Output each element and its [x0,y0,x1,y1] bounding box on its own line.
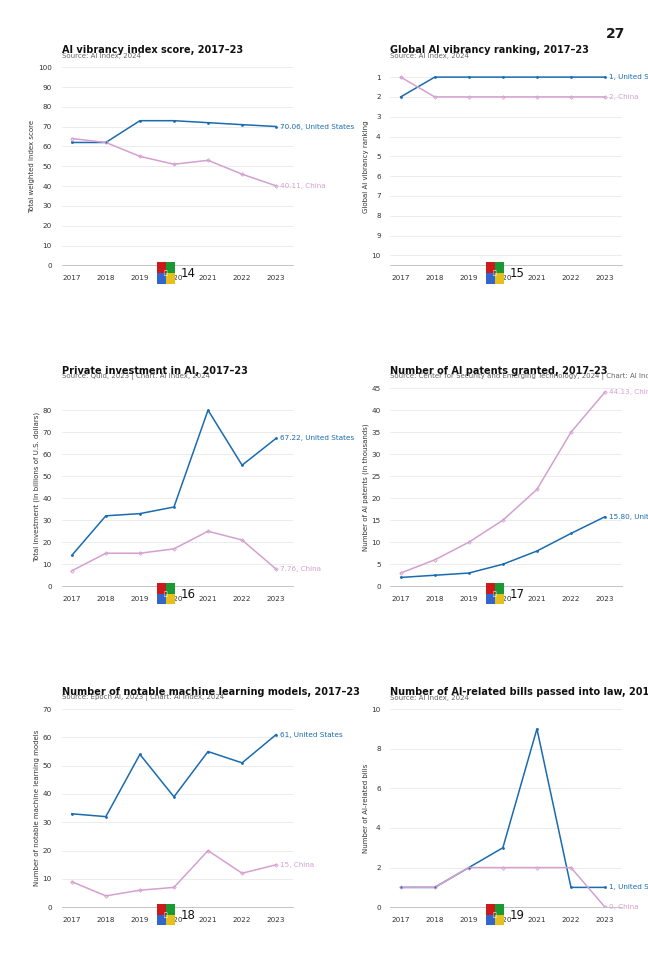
Text: 40.11, China: 40.11, China [281,182,326,189]
Bar [494,594,503,605]
Bar [485,262,494,273]
Bar [494,915,503,925]
Text: Global AI vibrancy ranking, 2017–23: Global AI vibrancy ranking, 2017–23 [391,45,589,56]
Bar [157,273,166,283]
Text: 17: 17 [509,588,524,601]
Text: 图: 图 [492,912,496,918]
Text: 图: 图 [164,912,168,918]
Bar [166,262,175,273]
Text: 图: 图 [164,270,168,276]
Bar [166,584,175,594]
Bar [166,915,175,925]
Text: Source: Quid, 2023 | Chart: AI Index, 2024: Source: Quid, 2023 | Chart: AI Index, 20… [62,373,209,380]
Text: 18: 18 [181,909,196,923]
Y-axis label: Global AI vibrancy ranking: Global AI vibrancy ranking [363,120,369,212]
Bar [494,273,503,283]
Y-axis label: Number of AI-related bills: Number of AI-related bills [363,763,369,852]
Text: 15, China: 15, China [281,862,314,868]
Text: 15: 15 [509,268,524,280]
Bar [157,262,166,273]
Text: Source: AI Index, 2024: Source: AI Index, 2024 [391,695,469,701]
Bar [157,594,166,605]
Y-axis label: Number of notable machine learning models: Number of notable machine learning model… [34,730,40,886]
Text: Number of AI-related bills passed into law, 2017–23: Number of AI-related bills passed into l… [391,687,648,697]
Text: Number of notable machine learning models, 2017–23: Number of notable machine learning model… [62,687,360,697]
Bar [494,584,503,594]
Text: 67.22, United States: 67.22, United States [281,435,354,442]
Text: 图: 图 [492,270,496,276]
Y-axis label: Total investment (in billions of U.S. dollars): Total investment (in billions of U.S. do… [33,412,40,563]
Text: Source: Center for Security and Emerging Technology, 2024 | Chart: AI Index, 202: Source: Center for Security and Emerging… [391,373,648,380]
Text: 0, China: 0, China [609,904,639,910]
Text: Private investment in AI, 2017–23: Private investment in AI, 2017–23 [62,367,248,376]
Text: 图: 图 [492,591,496,597]
Text: 1, United States: 1, United States [609,884,648,890]
Bar [157,584,166,594]
Bar [485,594,494,605]
Bar [157,915,166,925]
Text: 2, China: 2, China [609,94,639,100]
Bar [157,904,166,915]
Text: 15.80, United States: 15.80, United States [609,514,648,519]
Text: 7.76, China: 7.76, China [281,566,321,572]
Bar [485,915,494,925]
Text: 14: 14 [181,268,196,280]
Text: 19: 19 [509,909,524,923]
Text: Source: AI Index, 2024: Source: AI Index, 2024 [62,53,141,60]
Bar [166,904,175,915]
Text: 16: 16 [181,588,196,601]
Bar [166,273,175,283]
Y-axis label: Number of AI patents (in thousands): Number of AI patents (in thousands) [362,423,369,551]
Bar [494,262,503,273]
Bar [494,904,503,915]
Y-axis label: Total weighted index score: Total weighted index score [29,120,35,213]
Text: Number of AI patents granted, 2017–23: Number of AI patents granted, 2017–23 [391,367,608,376]
Text: AI vibrancy index score, 2017–23: AI vibrancy index score, 2017–23 [62,45,243,56]
Bar [166,594,175,605]
Text: 70.06, United States: 70.06, United States [281,124,354,130]
Bar [485,273,494,283]
Text: 27: 27 [606,27,625,41]
Bar [485,584,494,594]
Text: Source: AI Index, 2024: Source: AI Index, 2024 [391,53,469,60]
Text: Source: Epoch AI, 2023 | Chart: AI Index, 2024: Source: Epoch AI, 2023 | Chart: AI Index… [62,694,224,701]
Bar [485,904,494,915]
Text: 1, United States: 1, United States [609,74,648,80]
Text: 61, United States: 61, United States [281,732,343,737]
Text: 44.13, China: 44.13, China [609,389,648,395]
Text: 图: 图 [164,591,168,597]
